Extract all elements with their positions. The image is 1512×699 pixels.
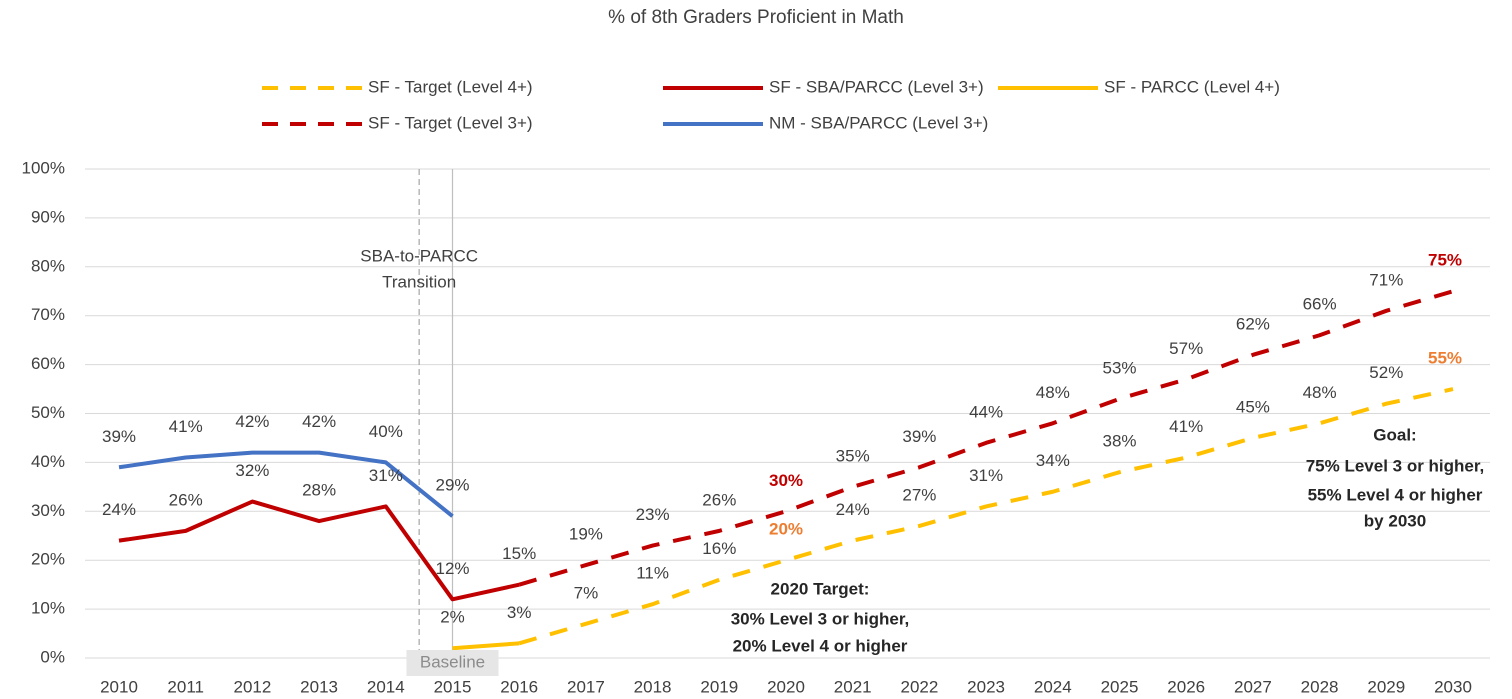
- series-line: [518, 387, 1454, 646]
- legend-label: SF - SBA/PARCC (Level 3+): [769, 77, 984, 96]
- x-tick-label: 2021: [834, 677, 872, 696]
- data-label: 44%: [969, 402, 1003, 421]
- annotation: Baseline: [420, 652, 485, 671]
- legend-label: SF - PARCC (Level 4+): [1104, 77, 1280, 96]
- x-tick-label: 2014: [367, 677, 405, 696]
- annotation: Transition: [382, 272, 456, 291]
- x-tick-label: 2020: [767, 677, 805, 696]
- series-line: [452, 641, 520, 651]
- x-tick-label: 2024: [1034, 677, 1072, 696]
- y-tick-label: 10%: [31, 599, 65, 618]
- y-tick-label: 70%: [31, 305, 65, 324]
- x-tick-label: 2029: [1367, 677, 1405, 696]
- annotation: 2020 Target:: [771, 579, 870, 598]
- annotation: 20% Level 4 or higher: [733, 636, 908, 655]
- x-tick-label: 2017: [567, 677, 605, 696]
- y-tick-label: 80%: [31, 256, 65, 275]
- data-label: 2%: [440, 608, 465, 627]
- data-label: 3%: [507, 603, 532, 622]
- legend-label: SF - Target (Level 4+): [368, 77, 533, 96]
- data-label: 12%: [435, 559, 469, 578]
- data-label: 39%: [902, 427, 936, 446]
- data-label: 35%: [836, 446, 870, 465]
- x-tick-label: 2016: [500, 677, 538, 696]
- y-tick-label: 30%: [31, 501, 65, 520]
- legend-label: NM - SBA/PARCC (Level 3+): [769, 113, 988, 132]
- baseline-box: [406, 650, 499, 676]
- annotation: by 2030: [1364, 511, 1426, 530]
- series-line: [118, 450, 454, 518]
- data-label: 34%: [1036, 451, 1070, 470]
- data-label: 41%: [169, 417, 203, 436]
- data-label: 31%: [369, 466, 403, 485]
- legend-label: SF - Target (Level 3+): [368, 113, 533, 132]
- data-label: 48%: [1036, 383, 1070, 402]
- annotation: 30% Level 3 or higher,: [731, 609, 910, 628]
- y-tick-label: 50%: [31, 403, 65, 422]
- x-tick-label: 2030: [1434, 677, 1472, 696]
- data-label: 16%: [702, 539, 736, 558]
- y-tick-label: 40%: [31, 452, 65, 471]
- data-label: 31%: [969, 466, 1003, 485]
- data-label: 45%: [1236, 397, 1270, 416]
- x-tick-label: 2012: [233, 677, 271, 696]
- series-line: [518, 289, 1454, 587]
- data-label: 24%: [102, 500, 136, 519]
- x-tick-label: 2027: [1234, 677, 1272, 696]
- data-label: 75%: [1428, 251, 1462, 270]
- data-label: 26%: [169, 490, 203, 509]
- data-label: 71%: [1369, 270, 1403, 289]
- chart-title: % of 8th Graders Proficient in Math: [608, 7, 904, 28]
- data-label: 26%: [702, 490, 736, 509]
- data-label: 32%: [235, 461, 269, 480]
- x-tick-label: 2023: [967, 677, 1005, 696]
- data-label: 41%: [1169, 417, 1203, 436]
- data-label: 15%: [502, 544, 536, 563]
- data-label: 53%: [1102, 358, 1136, 377]
- x-tick-label: 2019: [700, 677, 738, 696]
- data-label: 42%: [235, 412, 269, 431]
- data-label: 29%: [435, 476, 469, 495]
- x-tick-label: 2011: [167, 677, 204, 696]
- annotation: SBA-to-PARCC: [360, 246, 478, 265]
- data-label: 20%: [769, 520, 803, 539]
- data-label: 66%: [1303, 295, 1337, 314]
- data-label: 23%: [636, 505, 670, 524]
- annotation: 75% Level 3 or higher,: [1306, 456, 1485, 475]
- data-label: 52%: [1369, 363, 1403, 382]
- data-label: 48%: [1303, 383, 1337, 402]
- data-label: 55%: [1428, 349, 1462, 368]
- data-label: 11%: [636, 564, 669, 583]
- y-tick-label: 100%: [22, 158, 65, 177]
- data-label: 39%: [102, 427, 136, 446]
- data-label: 7%: [574, 583, 599, 602]
- x-tick-label: 2015: [434, 677, 472, 696]
- data-label: 38%: [1102, 432, 1136, 451]
- x-tick-label: 2018: [634, 677, 672, 696]
- y-tick-label: 60%: [31, 354, 65, 373]
- series-line: [118, 499, 520, 602]
- y-tick-label: 20%: [31, 550, 65, 569]
- y-tick-label: 0%: [40, 647, 65, 666]
- data-label: 62%: [1236, 314, 1270, 333]
- data-label: 40%: [369, 422, 403, 441]
- x-tick-label: 2025: [1101, 677, 1139, 696]
- data-label: 24%: [836, 500, 870, 519]
- data-label: 19%: [569, 525, 603, 544]
- annotation: Goal:: [1373, 425, 1416, 444]
- data-label: 28%: [302, 481, 336, 500]
- x-tick-label: 2013: [300, 677, 338, 696]
- data-label: 30%: [769, 471, 803, 490]
- x-tick-label: 2028: [1301, 677, 1339, 696]
- x-tick-label: 2010: [100, 677, 138, 696]
- x-tick-label: 2022: [900, 677, 938, 696]
- annotation: 55% Level 4 or higher: [1308, 485, 1483, 504]
- data-label: 42%: [302, 412, 336, 431]
- y-tick-label: 90%: [31, 207, 65, 226]
- data-label: 57%: [1169, 339, 1203, 358]
- data-label: 27%: [902, 485, 936, 504]
- x-tick-label: 2026: [1167, 677, 1205, 696]
